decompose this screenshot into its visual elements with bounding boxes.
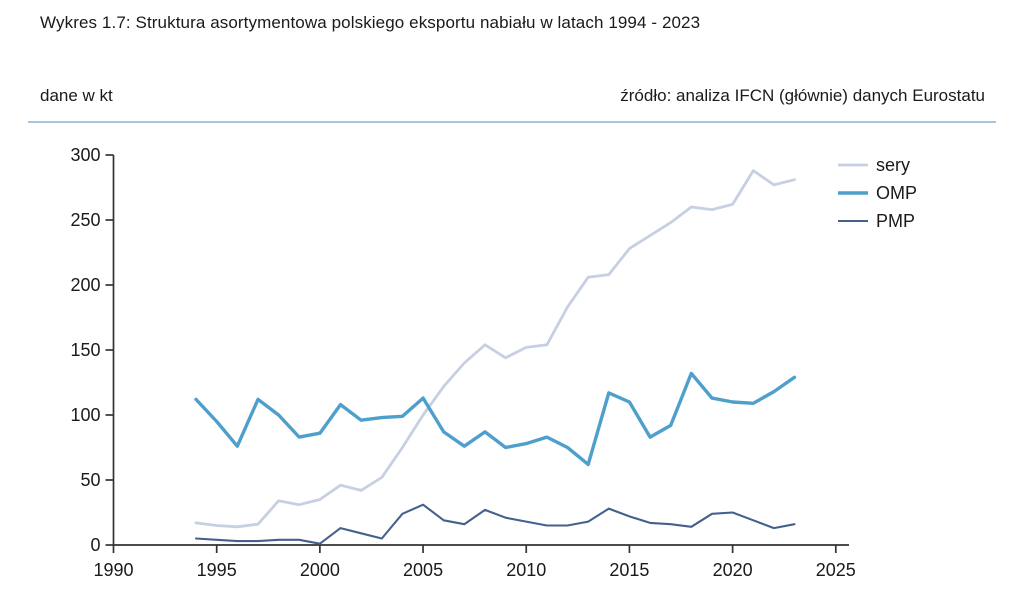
x-tick-label: 2025 [816, 560, 856, 580]
line-chart: 0 50 100 150 200 250 300 1990 1995 2000 2005 2010 20… [70, 145, 917, 580]
x-tick-label: 2000 [300, 560, 340, 580]
series-line-sery [194, 169, 796, 529]
series-line-PMP [194, 503, 796, 545]
y-tick-label: 250 [70, 210, 100, 230]
legend-label-OMP: OMP [876, 183, 917, 203]
legend-label-sery: sery [876, 155, 910, 175]
y-tick-label: 300 [70, 145, 100, 165]
legend-label-PMP: PMP [876, 211, 915, 231]
axis-lines [112, 155, 849, 546]
x-tick-label: 2015 [609, 560, 649, 580]
y-tick-label: 100 [70, 405, 100, 425]
x-tick-label: 2005 [403, 560, 443, 580]
source-note: źródło: analiza IFCN (głównie) danych Eu… [620, 86, 985, 105]
header-divider [28, 121, 996, 123]
y-tick-label: 200 [70, 275, 100, 295]
x-tick-label: 2010 [506, 560, 546, 580]
units-note: dane w kt [40, 86, 113, 105]
chart-title: Wykres 1.7: Struktura asortymentowa pols… [40, 13, 701, 32]
x-tick-label: 1995 [197, 560, 237, 580]
y-tick-label: 50 [80, 470, 100, 490]
series-line-OMP [194, 371, 797, 467]
y-tick-label: 0 [90, 535, 100, 555]
x-tick-label: 2020 [713, 560, 753, 580]
y-tick-label: 150 [70, 340, 100, 360]
x-tick-label: 1990 [93, 560, 133, 580]
